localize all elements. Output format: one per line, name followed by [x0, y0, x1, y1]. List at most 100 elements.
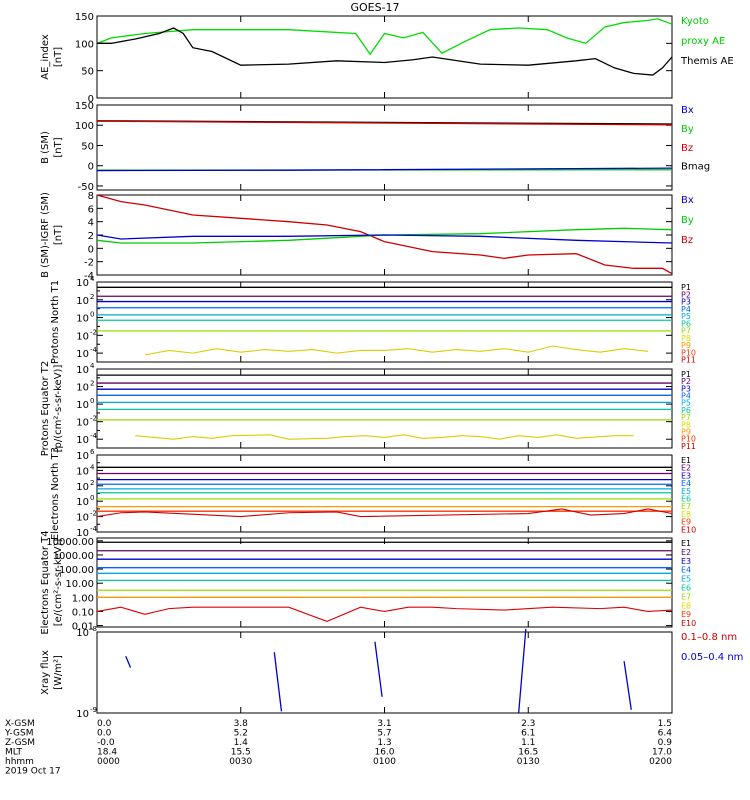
y-tick-label: 10	[76, 331, 89, 342]
series-line	[96, 234, 673, 244]
x-axis-row-value: 17.0	[652, 748, 672, 758]
legend-entry: By	[681, 124, 694, 135]
x-axis-row-value: 0.0	[97, 729, 112, 739]
y-tick-label: 150	[75, 12, 94, 23]
y-tick-exponent: 6	[90, 448, 95, 456]
y-tick-label: 1000.00	[53, 551, 94, 562]
y-axis-label: [W/m²]	[53, 655, 64, 690]
date-label: 2019 Oct 17	[5, 767, 61, 777]
y-tick-exponent: 0	[90, 397, 94, 405]
x-axis-row-value: 5.7	[377, 729, 391, 739]
x-axis-row-value: 0000	[97, 757, 120, 767]
legend-entry: P1	[681, 283, 691, 292]
legend-entry: Themis AE	[680, 56, 734, 67]
legend-entry: Bx	[681, 105, 694, 116]
panel-frame	[96, 631, 673, 714]
y-tick-label: 10000.00	[46, 537, 94, 548]
y-tick-label: 10	[76, 709, 89, 720]
y-tick-exponent: 0	[90, 311, 94, 319]
series-line	[96, 120, 673, 126]
legend-entry: P10	[681, 435, 696, 444]
y-tick-label: 100	[75, 39, 94, 50]
panel-frame	[96, 454, 673, 533]
series-line	[96, 167, 673, 172]
y-tick-label: 10	[76, 383, 89, 394]
x-axis-row-value: 5.2	[234, 729, 248, 739]
legend-entry: P9	[681, 341, 691, 350]
y-tick-exponent: 4	[90, 463, 95, 471]
legend-entry: Bx	[681, 195, 694, 206]
y-tick-label: 50	[81, 141, 94, 152]
x-axis-row-value: 2.3	[521, 719, 535, 729]
legend-entry: E2	[681, 548, 691, 557]
xray-segment	[518, 628, 527, 714]
x-axis-row-value: 1.4	[234, 738, 249, 748]
legend-entry: E8	[681, 601, 691, 610]
x-axis-row-value: 0200	[649, 757, 672, 767]
x-axis-row-value: 16.5	[518, 748, 538, 758]
legend-entry: E6	[681, 584, 691, 593]
y-tick-label: 10.00	[65, 579, 94, 590]
y-tick-label: 10	[76, 466, 89, 477]
legend-entry: E9	[681, 610, 691, 619]
legend-entry: E3	[681, 471, 691, 480]
y-axis-label: [nT]	[53, 225, 64, 245]
x-axis-row-value: 0.0	[97, 719, 112, 729]
y-tick-label: 10	[76, 435, 89, 446]
y-tick-label: 0.10	[72, 607, 94, 618]
series-line	[96, 508, 673, 518]
legend-entry: P7	[681, 413, 691, 422]
panel-frame	[96, 368, 673, 449]
legend-entry: 0.1–0.8 nm	[681, 632, 737, 643]
y-tick-label: 4	[88, 218, 94, 229]
panel-3: -4 -2 0 2 4 6 8 B (SM)-IGRF (SM) [nT] Bx By Bz	[40, 191, 694, 282]
y-axis-label: Protons North T1	[50, 280, 61, 364]
y-tick-exponent: -2	[90, 510, 97, 518]
y-tick-label: 10	[76, 528, 89, 539]
y-tick-exponent: 0	[90, 494, 94, 502]
x-axis-row-value: 3.1	[377, 719, 391, 729]
y-tick-exponent: 2	[90, 293, 94, 301]
legend-entry: P4	[681, 305, 691, 314]
series-line	[96, 194, 673, 275]
y-tick-label: 10	[76, 278, 89, 289]
xray-segment	[125, 656, 132, 668]
legend-entry: P1	[681, 370, 691, 379]
panel-7: 0.01 0.10 1.00 10.00 100.00 1000.00 10000.00El…	[40, 530, 696, 634]
legend-entry: E10	[681, 619, 696, 628]
x-axis-row-value: 15.5	[231, 748, 251, 758]
legend-entry: E9	[681, 518, 691, 527]
legend-entry: P8	[681, 420, 691, 429]
y-axis-label: Xray flux	[40, 650, 51, 695]
chart-title: GOES-17	[350, 1, 400, 14]
y-tick-label: 150	[75, 101, 94, 112]
y-axis-label: B (SM)	[40, 131, 51, 164]
xray-segment	[374, 641, 383, 697]
x-axis-row-value: 0.9	[658, 738, 673, 748]
panel-frame	[96, 104, 673, 191]
series-line	[96, 606, 673, 622]
y-axis-label: Protons Equator T2	[40, 361, 51, 457]
y-tick-exponent: 2	[90, 479, 94, 487]
y-tick-label: 1.00	[72, 593, 94, 604]
panel-2: -50 0 50 100 150 B (SM) [nT] Bx By Bz Bmag	[40, 101, 710, 193]
x-axis-row-label: Z-GSM	[5, 738, 35, 748]
legend-entry: E5	[681, 575, 691, 584]
legend-entry: P8	[681, 334, 691, 343]
legend-entry: E1	[681, 539, 691, 548]
x-axis-row-value: 0030	[229, 757, 252, 767]
legend-entry: E4	[681, 566, 691, 575]
y-axis-label: AE_index	[40, 34, 51, 80]
y-tick-label: 0	[88, 94, 94, 105]
y-tick-label: 10	[76, 400, 89, 411]
y-tick-exponent: 4	[90, 362, 95, 370]
legend-entry: E2	[681, 464, 691, 473]
series-line	[135, 434, 634, 440]
legend-entry: P11	[681, 356, 696, 365]
x-axis-row-value: 18.4	[97, 748, 117, 758]
